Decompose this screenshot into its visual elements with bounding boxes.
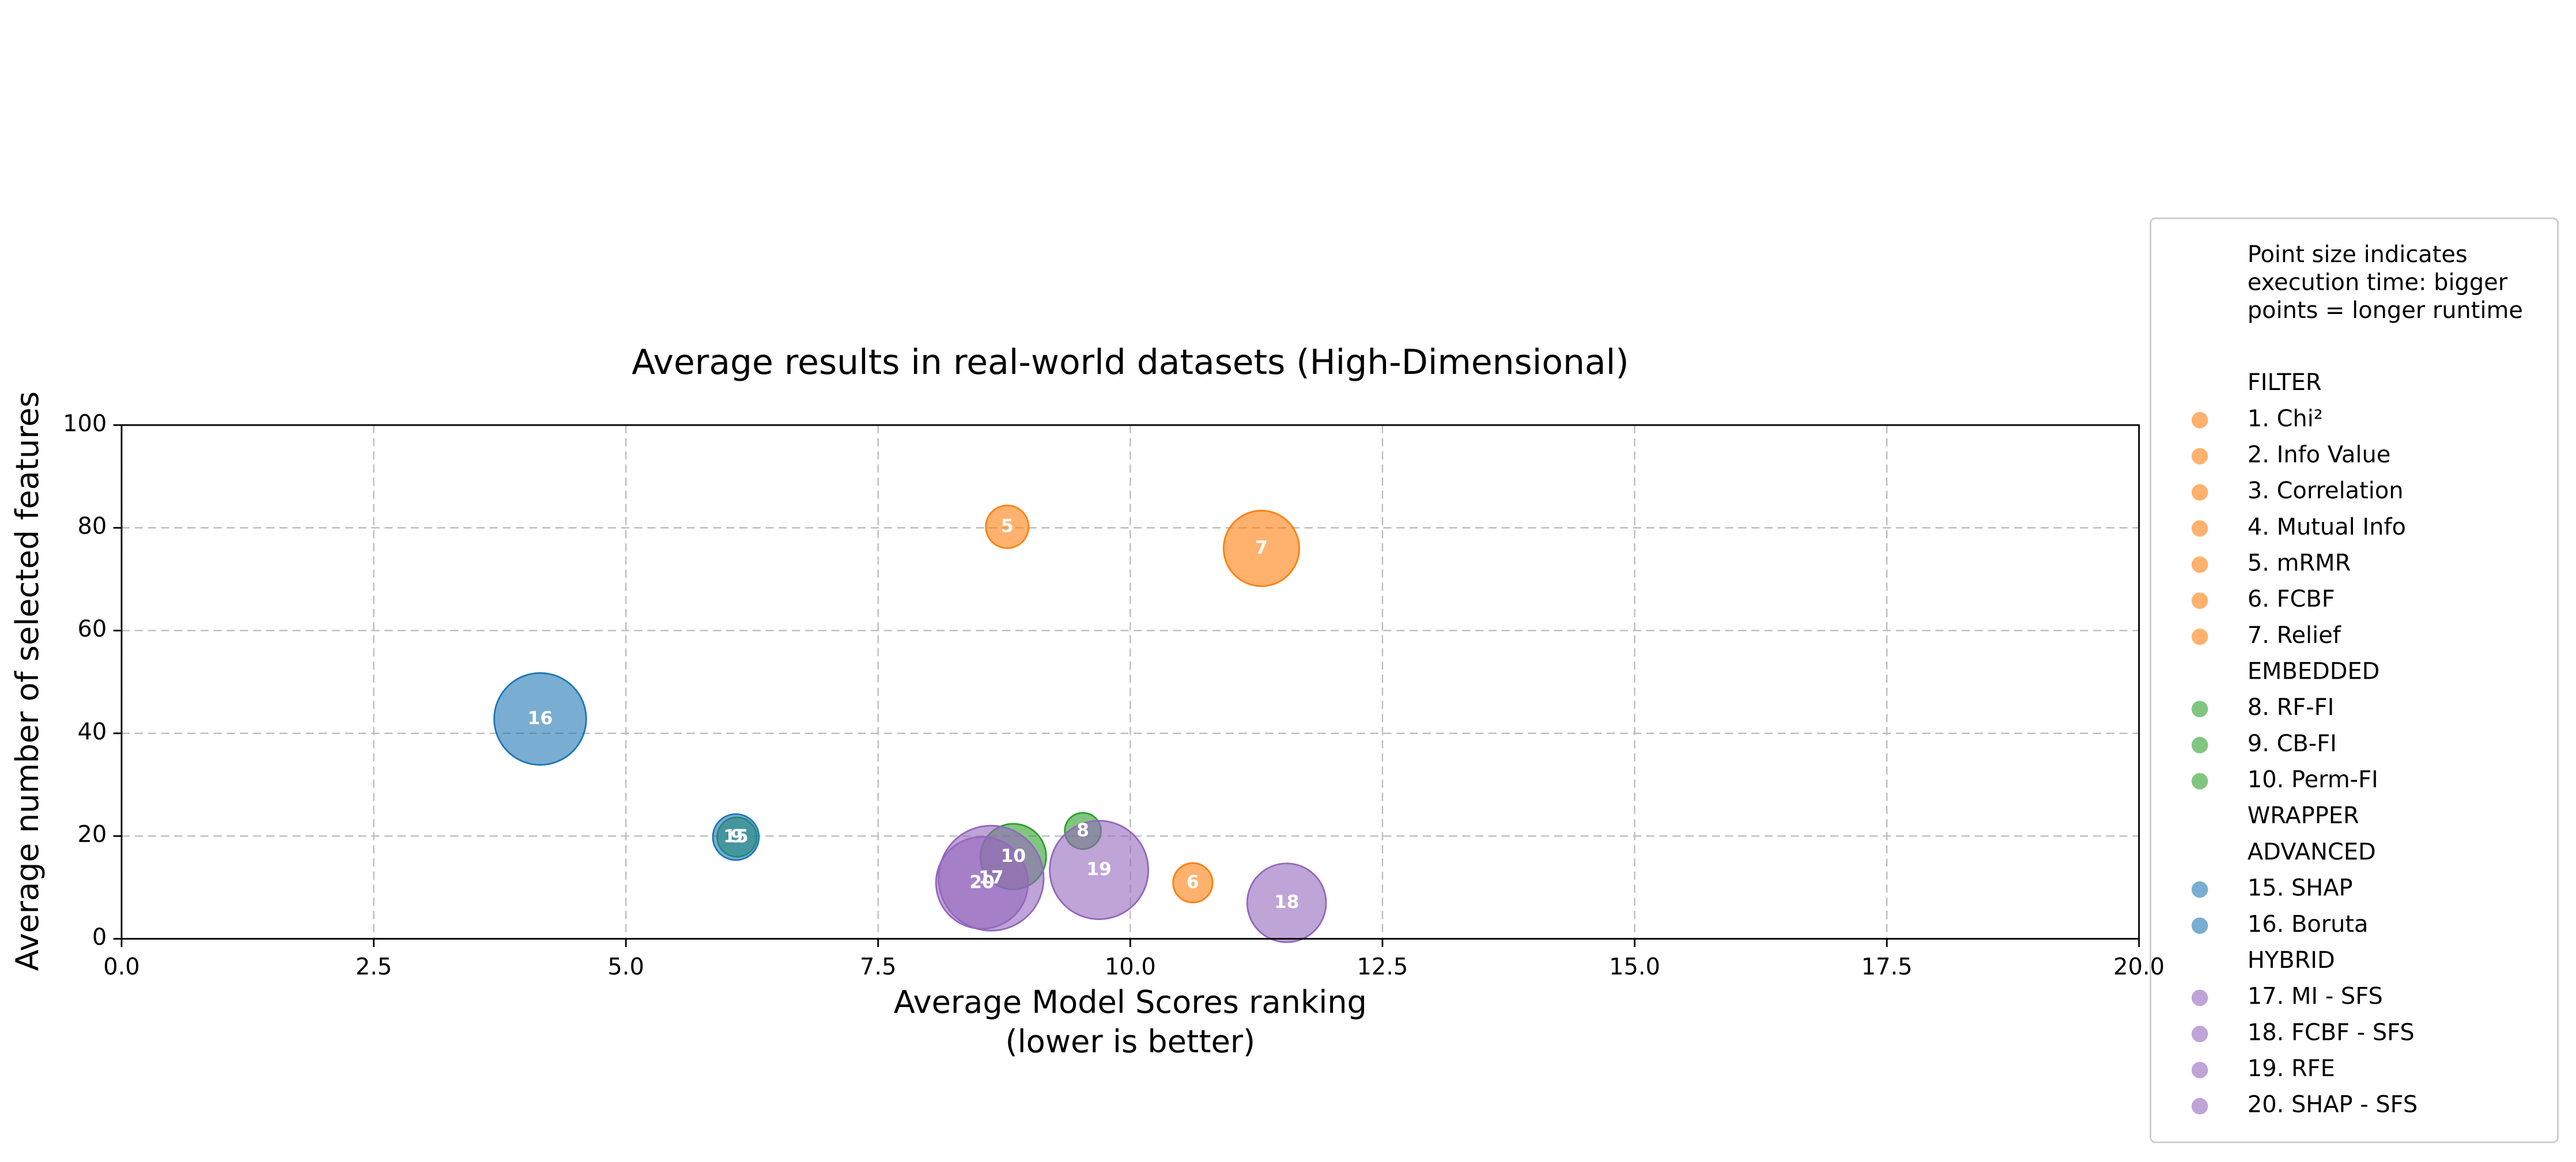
x-axis-label: Average Model Scores ranking [894,984,1367,1020]
x-tick-label: 2.5 [356,953,392,980]
chart-title: Average results in real-world datasets (… [632,342,1629,383]
legend-header: EMBEDDED [2248,658,2380,685]
x-tick-label: 20.0 [2113,953,2165,980]
legend-marker [2191,520,2208,537]
x-tick-label: 17.5 [1861,953,1913,980]
legend-marker [2191,1062,2208,1078]
bubble-label: 16 [528,708,553,729]
legend-marker [2191,989,2208,1006]
y-tick-label: 20 [78,822,107,848]
legend-marker [2191,592,2208,609]
legend-label: 3. Correlation [2248,478,2404,504]
legend-label: 2. Info Value [2248,441,2390,468]
legend-marker [2191,629,2208,645]
y-tick-label: 0 [92,924,107,951]
bubble-label: 7 [1255,538,1268,558]
legend-header: HYBRID [2248,947,2335,974]
legend-marker [2191,773,2208,790]
legend-note: Point size indicates [2248,241,2468,268]
bubble-label: 19 [1086,859,1112,880]
legend-marker [2191,448,2208,465]
legend-label: 6. FCBF [2248,586,2335,612]
legend-label: 9. CB-FI [2248,730,2337,757]
bubble-label: 8 [1077,820,1089,841]
x-tick-label: 7.5 [860,953,896,980]
bubble [935,836,1029,930]
plot-frame [120,424,2140,940]
bubble-label: 6 [1187,872,1199,892]
y-axis-label: Average number of selected features [9,391,46,971]
legend-marker [2191,737,2208,754]
legend-marker [2191,1097,2208,1115]
legend-marker [2191,1025,2208,1043]
legend-marker [2191,917,2208,934]
legend-marker [2191,484,2208,501]
legend-label: 7. Relief [2248,622,2341,649]
legend-label: 4. Mutual Info [2248,514,2406,540]
legend-marker [2191,701,2208,717]
bubble [985,504,1030,549]
bubble-label: 18 [1274,892,1300,913]
legend-marker [2191,881,2208,898]
x-axis-label: (lower is better) [1005,1024,1255,1060]
bubble [712,813,760,861]
legend-label: 1. Chi² [2248,406,2323,432]
bubble-label: 15 [723,826,749,847]
legend-header: ADVANCED [2248,839,2376,865]
legend-header: WRAPPER [2248,803,2359,829]
bubble [493,672,587,766]
y-tick-label: 80 [78,513,107,540]
legend-box [2150,217,2559,1144]
legend-label: 5. mRMR [2248,550,2351,577]
legend-label: 16. Boruta [2248,911,2369,937]
x-tick-label: 0.0 [103,953,139,980]
x-tick-label: 5.0 [607,953,644,980]
legend-marker [2191,412,2208,429]
bubble-label: 17 [979,867,1004,888]
bubble [1222,509,1300,587]
x-tick-label: 10.0 [1105,953,1156,980]
y-tick-label: 100 [63,410,107,437]
legend-label: 17. MI - SFS [2248,983,2383,1010]
legend-note: points = longer runtime [2248,297,2523,324]
legend-label: 10. Perm-FI [2248,767,2378,793]
legend-label: 8. RF-FI [2248,694,2335,721]
legend-marker [2191,556,2208,573]
bubble-label: 10 [1000,846,1026,866]
legend-header: FILTER [2248,369,2322,396]
bubble-label: 20 [969,872,995,892]
x-tick-label: 12.5 [1357,953,1408,980]
legend-label: 19. RFE [2248,1055,2335,1082]
bubble [1049,820,1150,920]
y-tick-label: 60 [78,616,107,642]
legend-label: 15. SHAP [2248,875,2353,902]
bubble-label: 5 [1001,516,1014,536]
bubble [1172,862,1214,903]
legend-label: 20. SHAP - SFS [2248,1092,2418,1118]
bubble-label: 9 [731,826,743,847]
bubble [1246,862,1327,943]
x-tick-label: 15.0 [1609,953,1660,980]
legend-label: 18. FCBF - SFS [2248,1019,2415,1046]
y-tick-label: 40 [78,718,107,745]
legend-note: execution time: bigger [2248,269,2508,296]
